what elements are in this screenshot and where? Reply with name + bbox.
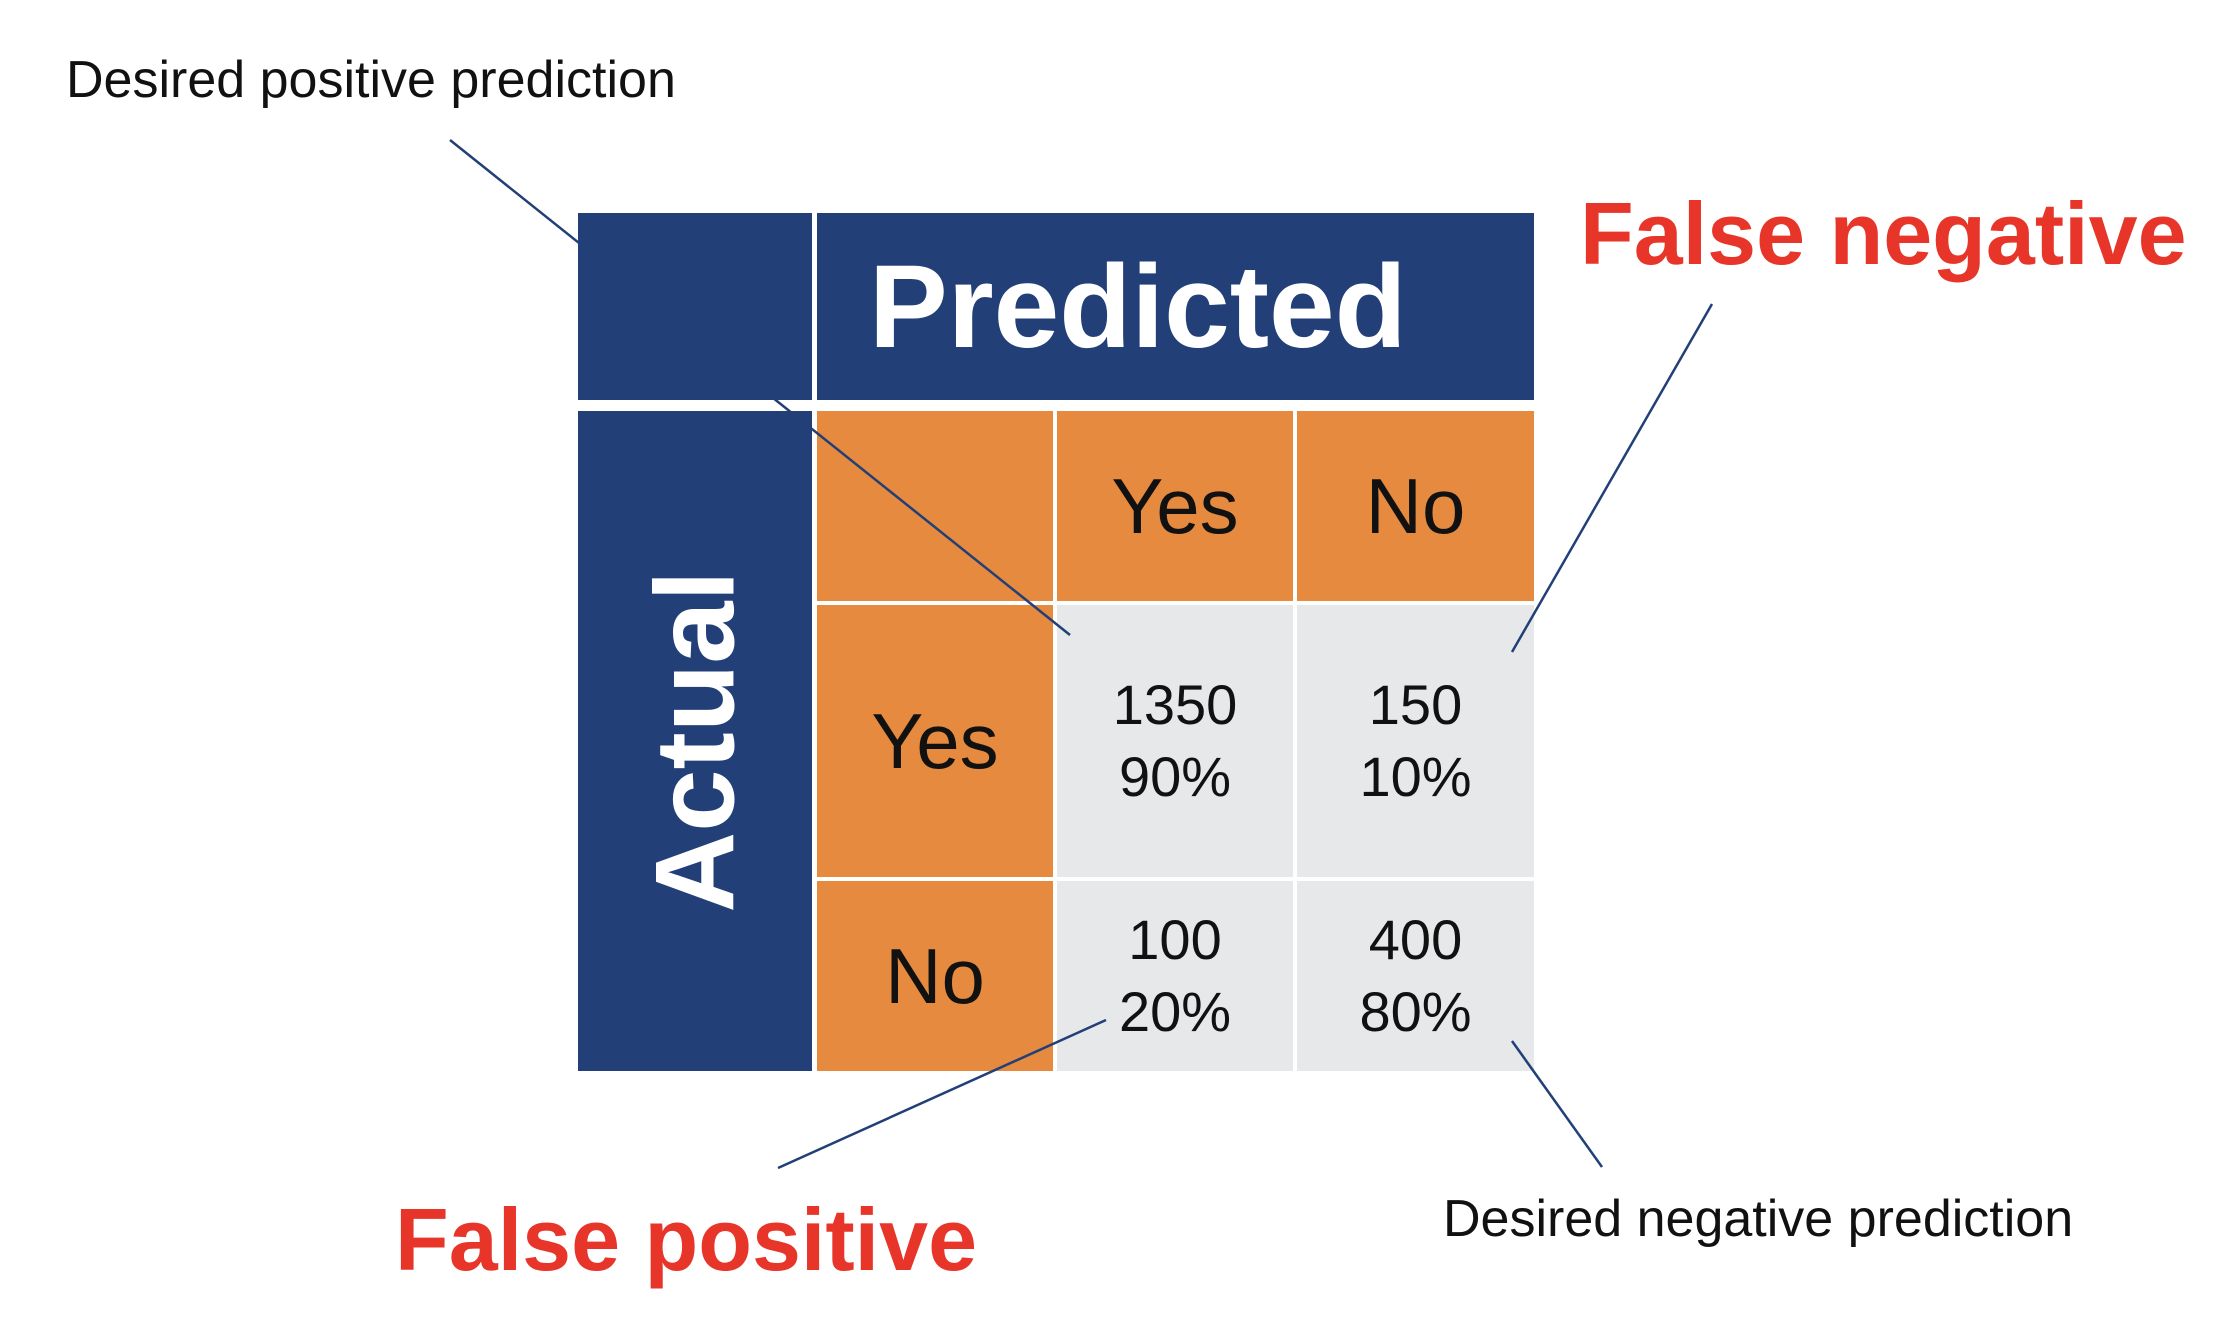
label-corner-cell	[817, 411, 1053, 601]
actual-yes-label: Yes	[817, 605, 1053, 877]
desired-positive-prediction-note: Desired positive prediction	[66, 51, 676, 109]
cell-percent: 80%	[1359, 980, 1472, 1043]
desired-negative-prediction-note: Desired negative prediction	[1443, 1190, 2074, 1248]
cell-count: 100	[1128, 908, 1222, 971]
cell-count: 400	[1368, 908, 1463, 971]
true-negative-cell: 400 80%	[1297, 881, 1534, 1071]
cell-percent: 10%	[1359, 745, 1472, 808]
corner-cell	[578, 213, 812, 400]
predicted-yes-label: Yes	[1057, 411, 1293, 601]
cell-percent: 20%	[1118, 980, 1232, 1043]
actual-header-label: Actual	[632, 569, 758, 913]
false-positive-cell: 100 20%	[1057, 881, 1293, 1071]
false-positive-callout: False positive	[395, 1190, 978, 1289]
false-negative-callout: False negative	[1580, 184, 2187, 283]
true-positive-cell: 1350 90%	[1057, 605, 1293, 877]
actual-header: Actual	[578, 411, 812, 1071]
false-negative-cell: 150 10%	[1297, 605, 1534, 877]
predicted-header: Predicted	[817, 213, 1534, 400]
cell-percent: 90%	[1118, 745, 1232, 808]
cell-count: 1350	[1112, 673, 1238, 736]
actual-no-label: No	[817, 881, 1053, 1071]
false-negative-leader-line	[1510, 303, 1714, 653]
cell-count: 150	[1368, 673, 1463, 736]
predicted-no-label: No	[1297, 411, 1534, 601]
